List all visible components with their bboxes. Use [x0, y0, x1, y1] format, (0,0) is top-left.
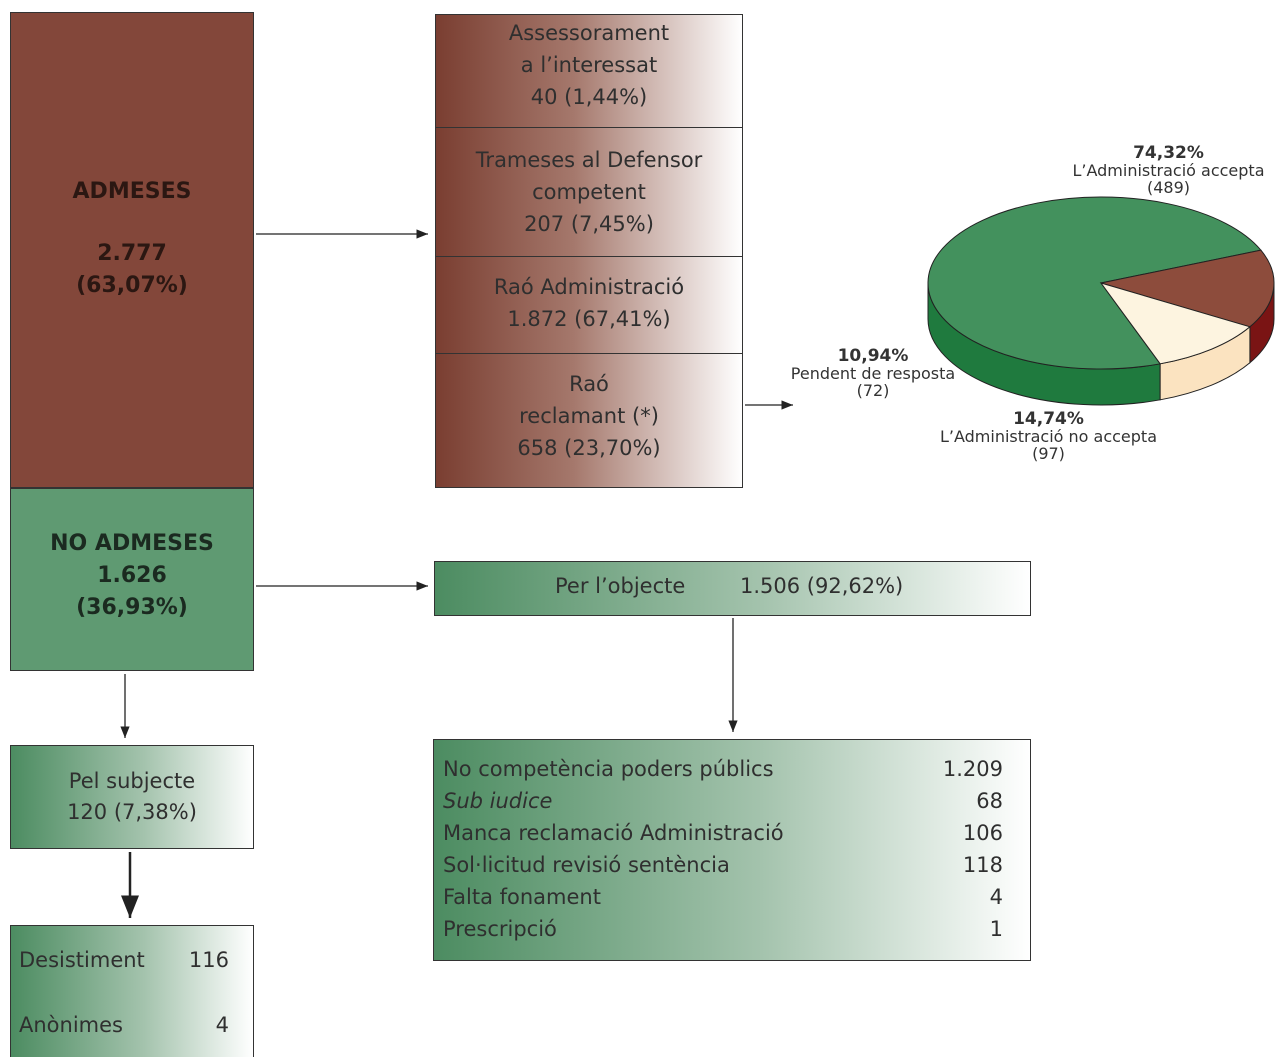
subjecte-value: 116	[188, 948, 229, 972]
no-admeses-label: NO ADMESES	[50, 531, 214, 556]
outcome-line: a l’interessat	[520, 53, 658, 77]
pie-label-no-accepta: 14,74% L’Administració no accepta (97)	[930, 409, 1167, 463]
objecte-detail-box: No competència poders públics 1.209 Sub …	[433, 739, 1031, 961]
outcome-value: 207 (7,45%)	[524, 212, 654, 236]
admeses-pct: (63,07%)	[76, 273, 188, 298]
pie-slice-accepta	[927, 196, 1262, 370]
per-objecte-box: Per l’objecte 1.506 (92,62%)	[434, 561, 1031, 616]
outcome-assessorament: Assessorament a l’interessat 40 (1,44%)	[436, 15, 742, 128]
pie-label-count: (97)	[1032, 444, 1065, 463]
outcome-line: Raó Administració	[493, 275, 685, 299]
pie-chart	[927, 196, 1275, 406]
subjecte-value: 4	[215, 1013, 229, 1037]
subjecte-row: Anònimes 4	[19, 1009, 229, 1041]
subjecte-label: Desistiment	[19, 948, 145, 972]
pie-slice-no-accepta	[1100, 249, 1275, 328]
outcome-rao-administracio: Raó Administració 1.872 (67,41%)	[436, 257, 742, 354]
subjecte-row: Desistiment 116	[19, 944, 229, 976]
admeses-label: ADMESES	[72, 179, 192, 204]
detail-value: 106	[962, 821, 1003, 845]
detail-value: 68	[976, 789, 1003, 813]
detail-label: Prescripció	[443, 917, 557, 941]
outcome-line: Assessorament	[508, 21, 670, 45]
outcome-value: 1.872 (67,41%)	[507, 307, 671, 331]
detail-row: Prescripció 1	[443, 913, 1003, 945]
pie-slice-pendent	[1099, 282, 1251, 365]
detail-label: Sol·licitud revisió sentència	[443, 853, 730, 877]
outcome-value: 40 (1,44%)	[530, 85, 648, 109]
pel-subjecte-label: Pel subjecte	[68, 769, 196, 793]
pie-label-text: Pendent de resposta	[790, 364, 956, 383]
outcome-line: Trameses al Defensor	[475, 148, 703, 172]
pie-label-pct: 14,74%	[1013, 409, 1084, 429]
detail-row: Falta fonament 4	[443, 881, 1003, 913]
detail-value: 1	[989, 917, 1003, 941]
detail-label: Sub iudice	[443, 789, 553, 813]
pel-subjecte-box: Pel subjecte 120 (7,38%)	[10, 745, 254, 849]
pie-label-count: (489)	[1146, 178, 1191, 197]
subjecte-detail-box: Desistiment 116 Anònimes 4	[10, 925, 254, 1057]
no-admeses-pct: (36,93%)	[76, 595, 188, 620]
detail-label: Falta fonament	[443, 885, 601, 909]
detail-row: Manca reclamació Administració 106	[443, 817, 1003, 849]
detail-row: No competència poders públics 1.209	[443, 753, 1003, 785]
admeses-box: ADMESES 2.777 (63,07%)	[10, 12, 254, 488]
subjecte-label: Anònimes	[19, 1013, 123, 1037]
pie-label-text: L’Administració no accepta	[939, 427, 1158, 446]
pel-subjecte-value: 120 (7,38%)	[67, 800, 197, 824]
outcome-line: Raó	[569, 372, 609, 396]
pie-label-pct: 74,32%	[1133, 143, 1204, 163]
pie-label-text: L’Administració accepta	[1072, 161, 1265, 180]
detail-row: Sub iudice 68	[443, 785, 1003, 817]
detail-value: 118	[962, 853, 1003, 877]
no-admeses-count: 1.626	[97, 563, 167, 588]
detail-value: 1.209	[942, 757, 1003, 781]
outcomes-box: Assessorament a l’interessat 40 (1,44%) …	[435, 14, 743, 488]
admeses-count: 2.777	[97, 241, 167, 266]
outcome-line: competent	[532, 180, 646, 204]
outcome-value: 658 (23,70%)	[517, 436, 661, 460]
pie-label-count: (72)	[856, 381, 890, 400]
pie-label-pendent: 10,94% Pendent de resposta (72)	[780, 346, 966, 400]
pie-label-pct: 10,94%	[837, 346, 909, 366]
outcome-trameses: Trameses al Defensor competent 207 (7,45…	[436, 128, 742, 257]
detail-value: 4	[989, 885, 1003, 909]
no-admeses-box: NO ADMESES 1.626 (36,93%)	[10, 488, 254, 671]
detail-row: Sol·licitud revisió sentència 118	[443, 849, 1003, 881]
per-objecte-value: 1.506 (92,62%)	[740, 574, 904, 598]
detail-label: Manca reclamació Administració	[443, 821, 784, 845]
outcome-rao-reclamant: Raó reclamant (*) 658 (23,70%)	[436, 354, 742, 489]
outcome-line: reclamant (*)	[519, 404, 659, 428]
per-objecte-label: Per l’objecte	[555, 574, 686, 598]
detail-label: No competència poders públics	[443, 757, 774, 781]
pie-label-accepta: 74,32% L’Administració accepta (489)	[1060, 143, 1277, 197]
